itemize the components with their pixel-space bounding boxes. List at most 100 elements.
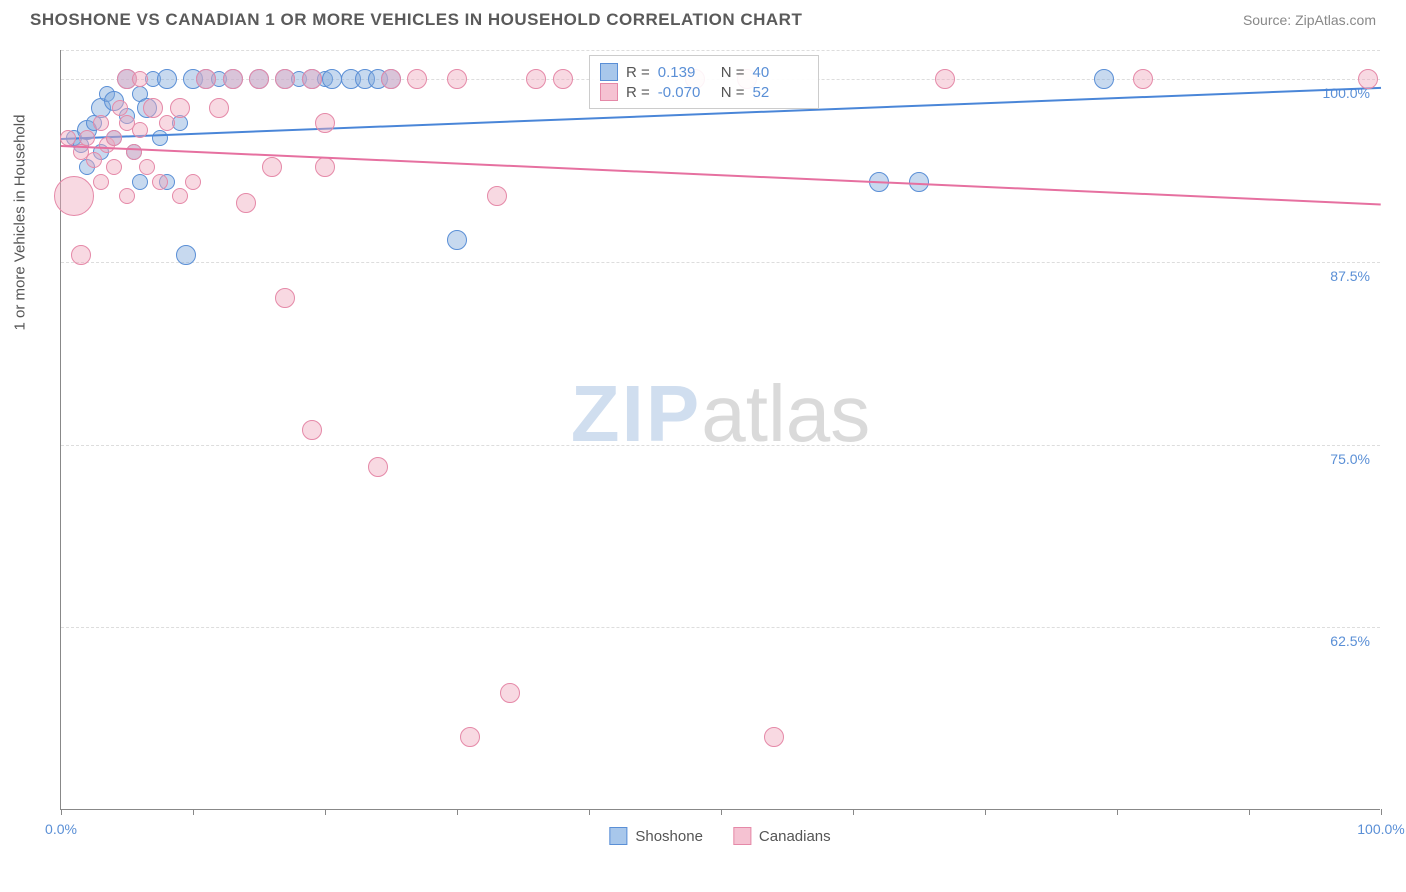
x-tick-label: 100.0% — [1357, 821, 1404, 837]
data-point — [553, 69, 573, 89]
data-point — [223, 69, 243, 89]
data-point — [132, 122, 148, 138]
data-point — [302, 69, 322, 89]
r-value: -0.070 — [658, 84, 713, 101]
data-point — [447, 230, 467, 250]
data-point — [196, 69, 216, 89]
data-point — [71, 245, 91, 265]
data-point — [60, 130, 76, 146]
data-point — [460, 727, 480, 747]
n-label: N = — [721, 84, 745, 101]
data-point — [106, 130, 122, 146]
r-label: R = — [626, 64, 650, 81]
data-point — [106, 159, 122, 175]
data-point — [407, 69, 427, 89]
data-point — [157, 69, 177, 89]
x-tick — [1117, 809, 1118, 815]
data-point — [152, 174, 168, 190]
source-label: Source: ZipAtlas.com — [1243, 12, 1376, 28]
chart-title: SHOSHONE VS CANADIAN 1 OR MORE VEHICLES … — [30, 10, 802, 30]
data-point — [909, 172, 929, 192]
data-point — [322, 69, 342, 89]
x-tick — [589, 809, 590, 815]
data-point — [93, 174, 109, 190]
gridline — [61, 262, 1380, 263]
data-point — [447, 69, 467, 89]
swatch-icon — [600, 63, 618, 81]
x-tick — [61, 809, 62, 815]
gridline — [61, 50, 1380, 51]
data-point — [368, 457, 388, 477]
gridline — [61, 445, 1380, 446]
watermark: ZIPatlas — [571, 368, 870, 460]
data-point — [262, 157, 282, 177]
legend-item: Canadians — [733, 827, 831, 845]
gridline — [61, 627, 1380, 628]
data-point — [209, 98, 229, 118]
y-axis-label: 1 or more Vehicles in Household — [12, 115, 29, 331]
data-point — [112, 100, 128, 116]
data-point — [79, 130, 95, 146]
data-point — [1133, 69, 1153, 89]
data-point — [764, 727, 784, 747]
data-point — [315, 113, 335, 133]
n-value: 52 — [753, 84, 808, 101]
data-point — [139, 159, 155, 175]
n-label: N = — [721, 64, 745, 81]
data-point — [170, 98, 190, 118]
swatch-icon — [733, 827, 751, 845]
data-point — [143, 98, 163, 118]
x-tick — [457, 809, 458, 815]
data-point — [315, 157, 335, 177]
data-point — [381, 69, 401, 89]
legend-label: Shoshone — [635, 828, 703, 845]
data-point — [302, 420, 322, 440]
data-point — [236, 193, 256, 213]
legend-item: Shoshone — [609, 827, 703, 845]
data-point — [500, 683, 520, 703]
data-point — [275, 288, 295, 308]
data-point — [126, 144, 142, 160]
data-point — [54, 176, 94, 216]
data-point — [159, 115, 175, 131]
x-tick — [193, 809, 194, 815]
swatch-icon — [600, 83, 618, 101]
trend-line — [61, 145, 1381, 205]
plot-area: ZIPatlas 62.5%75.0%87.5%100.0%0.0%100.0%… — [60, 50, 1380, 810]
x-tick — [721, 809, 722, 815]
x-tick — [1249, 809, 1250, 815]
data-point — [119, 188, 135, 204]
n-value: 40 — [753, 64, 808, 81]
data-point — [1358, 69, 1378, 89]
chart-container: 1 or more Vehicles in Household ZIPatlas… — [60, 50, 1380, 810]
r-label: R = — [626, 84, 650, 101]
data-point — [275, 69, 295, 89]
data-point — [132, 174, 148, 190]
x-tick — [985, 809, 986, 815]
data-point — [487, 186, 507, 206]
stats-row: R = -0.070 N = 52 — [600, 83, 808, 101]
data-point — [935, 69, 955, 89]
data-point — [172, 188, 188, 204]
data-point — [526, 69, 546, 89]
stats-row: R = 0.139 N = 40 — [600, 63, 808, 81]
stats-box: R = 0.139 N = 40 R = -0.070 N = 52 — [589, 55, 819, 109]
legend-label: Canadians — [759, 828, 831, 845]
y-tick-label: 87.5% — [1330, 268, 1370, 284]
r-value: 0.139 — [658, 64, 713, 81]
legend: Shoshone Canadians — [609, 827, 830, 845]
y-tick-label: 75.0% — [1330, 451, 1370, 467]
x-tick — [325, 809, 326, 815]
y-tick-label: 62.5% — [1330, 633, 1370, 649]
data-point — [249, 69, 269, 89]
x-tick-label: 0.0% — [45, 821, 77, 837]
data-point — [185, 174, 201, 190]
x-tick — [1381, 809, 1382, 815]
data-point — [1094, 69, 1114, 89]
x-tick — [853, 809, 854, 815]
data-point — [86, 152, 102, 168]
data-point — [132, 71, 148, 87]
swatch-icon — [609, 827, 627, 845]
data-point — [93, 115, 109, 131]
data-point — [152, 130, 168, 146]
